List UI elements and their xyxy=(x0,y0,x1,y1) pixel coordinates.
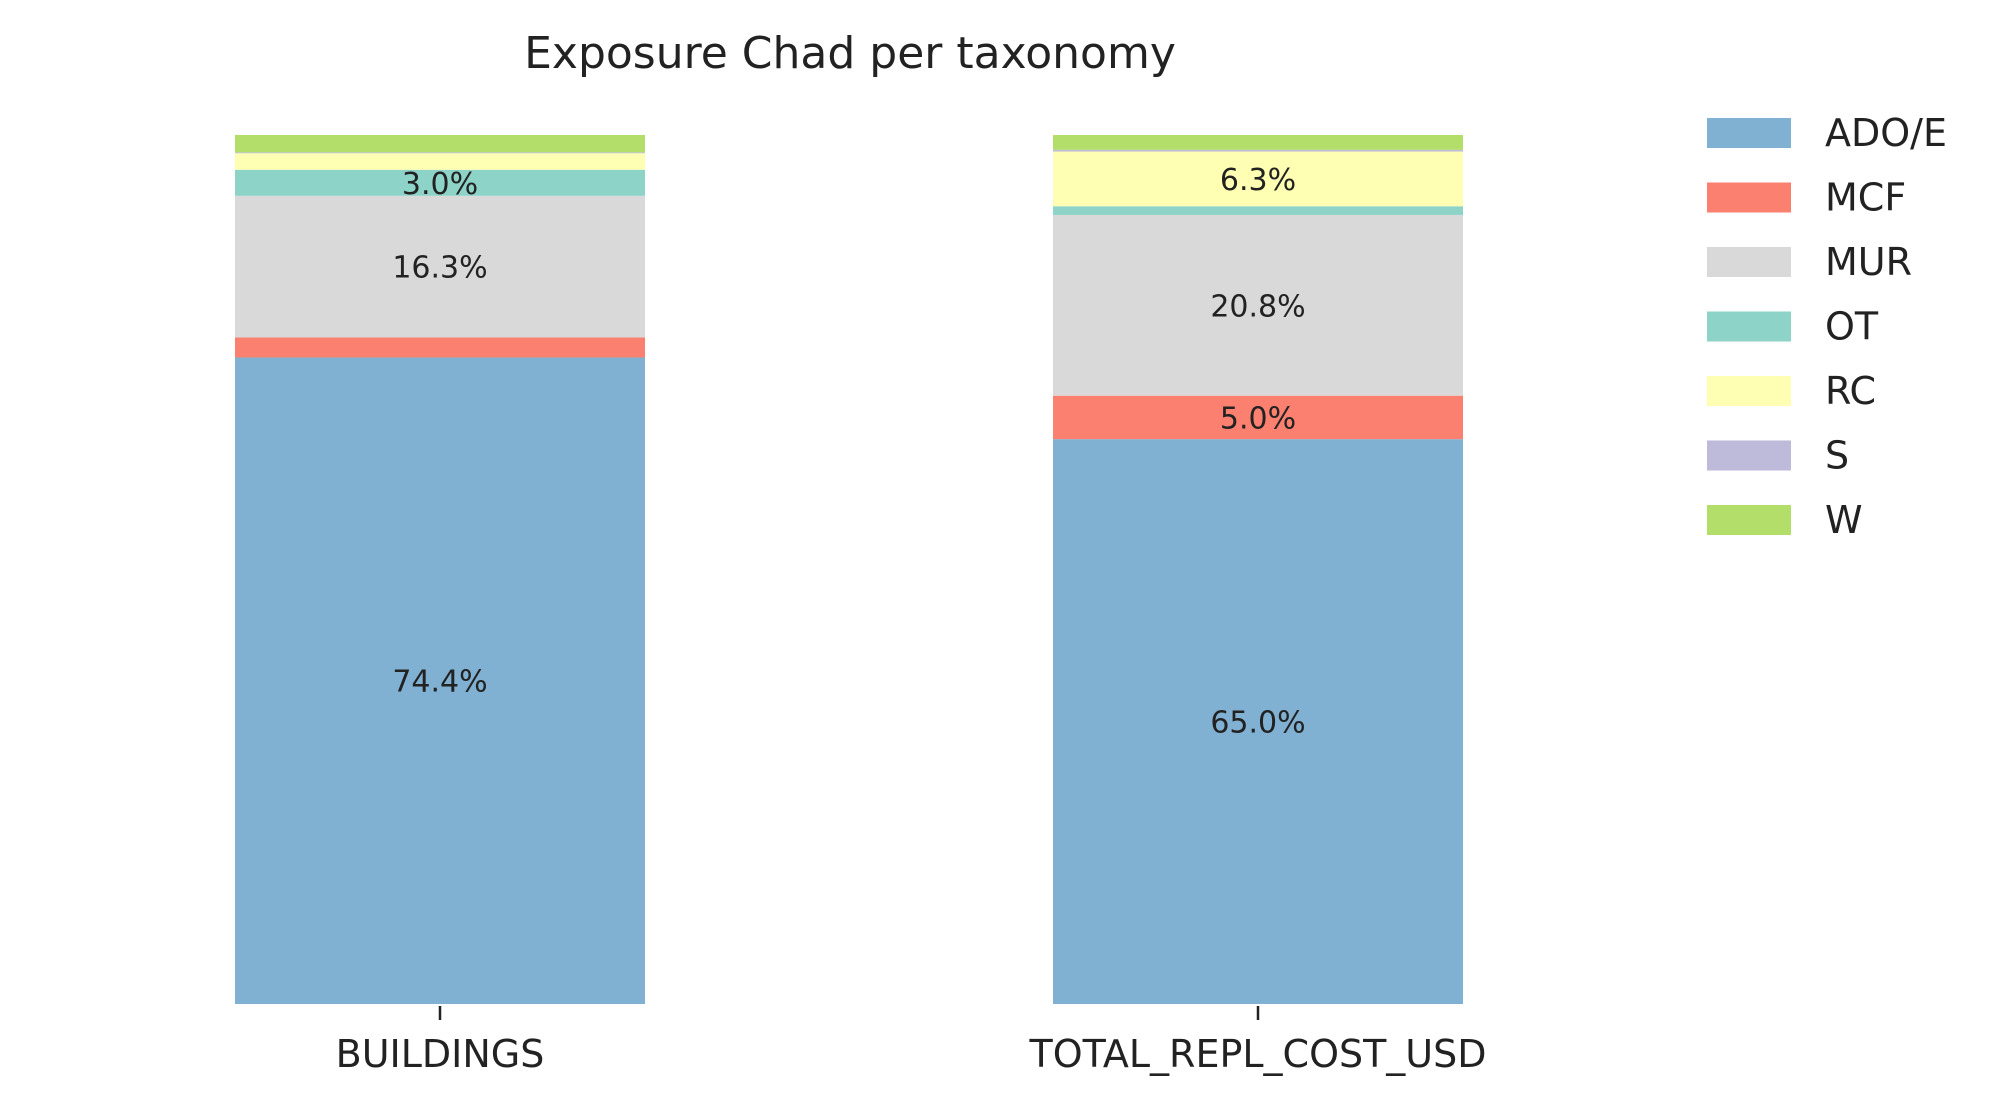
bar-segment-buildings-mcf xyxy=(235,337,645,358)
legend-swatch-mcf xyxy=(1707,182,1791,213)
bar-segment-buildings-mur xyxy=(235,195,645,338)
bar-value-label: 5.0% xyxy=(1220,401,1296,436)
legend-label: S xyxy=(1825,434,1849,478)
bar-segment-buildings-rc xyxy=(235,153,645,170)
bar-segment-total-repl-cost-usd-mur xyxy=(1053,214,1463,396)
legend-swatch-rc xyxy=(1707,376,1791,406)
legend-swatch-adoe xyxy=(1707,118,1791,148)
bar-value-label: 6.3% xyxy=(1220,163,1296,198)
bar-value-label: 3.0% xyxy=(402,167,478,202)
bar-value-label: 20.8% xyxy=(1210,289,1305,324)
bar-segment-total-repl-cost-usd-s xyxy=(1053,149,1463,152)
bar-value-label: 16.3% xyxy=(392,251,487,286)
legend-label: MCF xyxy=(1825,176,1906,220)
chart-title: Exposure Chad per taxonomy xyxy=(524,28,1176,79)
bar-segment-total-repl-cost-usd-adoe xyxy=(1053,439,1463,1004)
legend-label: OT xyxy=(1825,305,1879,349)
legend-swatch-ot xyxy=(1707,311,1791,342)
bar-segment-buildings-s xyxy=(235,152,645,154)
bar-segment-total-repl-cost-usd-ot xyxy=(1053,206,1463,215)
x-tick-label: BUILDINGS xyxy=(336,1032,545,1076)
legend: ADO/E MCF MUR OT RC SW xyxy=(1707,111,1947,542)
legend-label: W xyxy=(1825,498,1863,542)
x-tick-label: TOTAL_REPL_COST_USD xyxy=(1028,1032,1486,1076)
legend-label: ADO/E xyxy=(1825,111,1947,155)
legend-label: RC xyxy=(1825,369,1876,413)
legend-swatch-mur xyxy=(1707,247,1791,277)
bar-value-label: 74.4% xyxy=(392,665,487,700)
bar-segment-total-repl-cost-usd-rc xyxy=(1053,151,1463,207)
bar-segment-total-repl-cost-usd-w xyxy=(1053,135,1463,150)
bar-value-label: 65.0% xyxy=(1210,706,1305,741)
bars xyxy=(235,135,1463,1004)
legend-label: MUR xyxy=(1825,240,1912,284)
bar-segment-buildings-adoe xyxy=(235,357,645,1004)
legend-swatch-s xyxy=(1707,440,1791,471)
bar-segment-buildings-w xyxy=(235,135,645,153)
bar-labels: 74.4% 16.3% 3.0% 65.0% 5.0% 20.8% 6.3% xyxy=(392,163,1305,741)
bar-segment-buildings-ot xyxy=(235,169,645,196)
bar-segment-total-repl-cost-usd-mcf xyxy=(1053,395,1463,440)
legend-swatch-w xyxy=(1707,505,1791,535)
x-axis: BUILDINGS TOTAL_REPL_COST_USD xyxy=(336,1006,1487,1076)
